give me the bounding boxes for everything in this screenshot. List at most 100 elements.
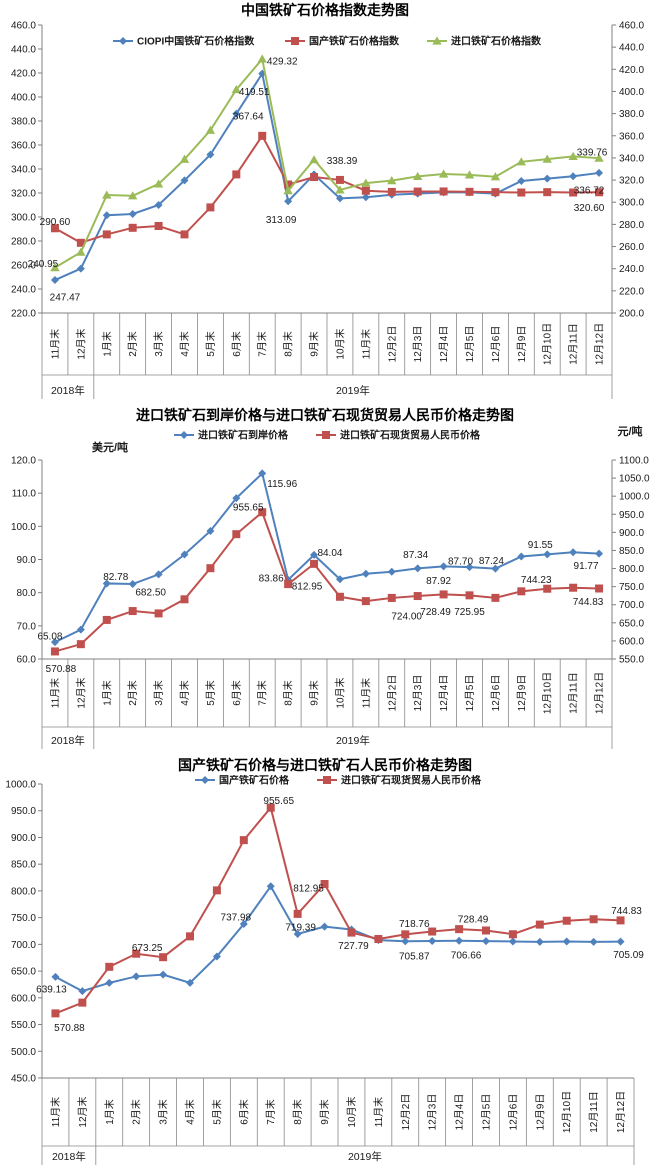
x-axis-category-label: 9月末 — [308, 680, 321, 706]
data-point-marker-icon — [310, 173, 319, 182]
axes: 450.0 500.0 550.0 600.0 650.0 700.0 750.0 800.0… — [5, 780, 634, 1085]
data-point-marker-icon — [309, 155, 319, 164]
data-point-marker-icon — [595, 584, 604, 593]
legend-item-label: 进口铁矿石现货贸易人民币价格 — [340, 429, 481, 442]
data-point-label: 91.77 — [574, 561, 599, 572]
data-point-label: 682.50 — [135, 588, 166, 599]
data-point-label: 91.55 — [528, 540, 553, 551]
data-point-marker-icon — [361, 186, 370, 195]
x-axis-category-label: 6月末 — [230, 680, 243, 706]
x-axis-category-label: 2月末 — [130, 1099, 143, 1125]
data-point-marker-icon — [310, 559, 319, 568]
data-point-label: 84.04 — [317, 548, 342, 559]
x-axis-category-label: 12月末 — [74, 677, 87, 708]
x-axis-category-label: 4月末 — [184, 1099, 197, 1125]
data-point-marker-icon — [335, 175, 344, 184]
series-line — [54, 70, 600, 281]
x-axis-category-label: 6月末 — [230, 331, 243, 357]
data-point-marker-icon — [76, 625, 85, 634]
data-point-marker-icon — [595, 549, 604, 558]
data-point-marker-icon — [206, 203, 215, 212]
point-labels: 65.08 570.88 82.78 682.50 115.96 955.65 83.86 8… — [37, 479, 603, 675]
data-point-marker-icon — [154, 222, 163, 230]
data-point-marker-icon — [102, 615, 111, 624]
data-point-marker-icon — [401, 937, 410, 946]
x-axis-category-label: 12月6日 — [490, 326, 502, 363]
data-point-marker-icon — [387, 567, 396, 576]
data-point-marker-icon — [455, 936, 464, 945]
right-axis-tick-label: 1100.0 — [619, 456, 649, 467]
x-axis-category-label: 1月末 — [100, 331, 113, 357]
right-axis-tick-label: 320.0 — [619, 176, 644, 187]
left-axis-tick-label: 120.0 — [11, 456, 36, 467]
data-point-label: 744.23 — [521, 575, 552, 586]
series-line — [54, 471, 600, 644]
data-point-label: 718.76 — [399, 919, 430, 930]
data-point-label: 719.39 — [285, 922, 316, 933]
data-point-marker-icon — [51, 1009, 60, 1018]
data-point-marker-icon — [482, 926, 490, 935]
data-point-marker-icon — [180, 230, 189, 239]
data-point-marker-icon — [180, 595, 189, 604]
x-axis-category-label: 11月末 — [48, 329, 61, 359]
data-point-label: 728.49 — [420, 607, 451, 618]
data-point-marker-icon — [239, 836, 248, 845]
data-point-label: 83.86 — [259, 573, 284, 584]
data-point-marker-icon — [78, 998, 87, 1007]
data-point-marker-icon — [517, 587, 526, 596]
data-point-marker-icon — [491, 188, 500, 197]
x-axis-category-label: 12月3日 — [427, 1094, 439, 1131]
x-axis-category-label: 12月9日 — [516, 675, 528, 712]
x-axis-category-label: 8月末 — [282, 680, 295, 706]
data-point-marker-icon — [594, 153, 604, 162]
data-point-marker-icon — [266, 803, 275, 812]
data-point-marker-icon — [310, 550, 319, 559]
data-point-label: 313.09 — [266, 215, 297, 226]
right-axis-tick-label: 360.0 — [619, 131, 644, 142]
right-axis-tick-label: 650.0 — [619, 618, 644, 629]
data-point-marker-icon — [361, 178, 371, 187]
x-axis-category-label: 12月10日 — [542, 672, 554, 714]
x-axis-category-label: 12月12日 — [615, 1091, 627, 1133]
data-point-marker-icon — [128, 580, 137, 589]
left-axis-tick-label: 440.0 — [11, 45, 36, 56]
x-axis-category-label: 12月6日 — [490, 675, 502, 712]
point-labels: 247.47 290.60 240.95 419.51 429.32 367.64 313.… — [28, 56, 608, 303]
left-axis-tick-label: 800.0 — [11, 886, 36, 897]
right-axis-tick-label: 750.0 — [619, 582, 644, 593]
x-axis-category-label: 12月3日 — [412, 326, 424, 363]
x-axis-category-label: 12月2日 — [386, 675, 398, 712]
x-axis-category-label: 10月末 — [333, 677, 346, 708]
data-point-marker-icon — [206, 526, 215, 535]
data-point-marker-icon — [102, 579, 111, 588]
data-point-marker-icon — [78, 987, 87, 996]
legend-item-label: 进口铁矿石现货贸易人民币价格 — [341, 775, 482, 787]
x-axis-category-label: 12月5日 — [481, 1094, 493, 1131]
year-label: 2018年 — [52, 1150, 86, 1163]
data-point-marker-icon — [154, 609, 163, 618]
right-axis-tick-label: 1050.0 — [619, 474, 650, 485]
data-point-label: 290.60 — [40, 217, 71, 228]
series-1 — [50, 508, 604, 656]
left-axis-tick-label: 60.0 — [17, 655, 37, 666]
left-axis-tick-label: 360.0 — [11, 141, 36, 152]
x-axis-category-label: 9月末 — [318, 1099, 331, 1125]
legend-item-label: 国产铁矿石价格指数 — [309, 35, 400, 48]
data-point-marker-icon — [374, 935, 383, 944]
data-point-marker-icon — [517, 188, 526, 197]
year-label: 2019年 — [348, 1150, 382, 1163]
data-point-marker-icon — [616, 916, 625, 925]
right-axis-tick-label: 550.0 — [619, 655, 644, 666]
x-axis-category-row: 11月末 12月末 1月末 2月末 3月末 4月末 5月末 6月末 7月末 8月末 9月末 10月末 1… — [41, 1078, 635, 1147]
data-point-marker-icon — [562, 916, 571, 925]
data-point-label: 955.65 — [263, 796, 294, 807]
x-axis-category-label: 12月11日 — [588, 1091, 600, 1133]
right-axis-tick-label: 600.0 — [619, 636, 644, 647]
data-point-marker-icon — [438, 169, 449, 178]
x-axis-category-label: 8月末 — [291, 1099, 304, 1125]
data-point-marker-icon — [132, 949, 141, 958]
legend-marker-icon — [201, 776, 209, 784]
right-axis-tick-label: 200.0 — [619, 309, 644, 320]
data-point-marker-icon — [186, 932, 194, 941]
data-point-marker-icon — [257, 54, 267, 63]
